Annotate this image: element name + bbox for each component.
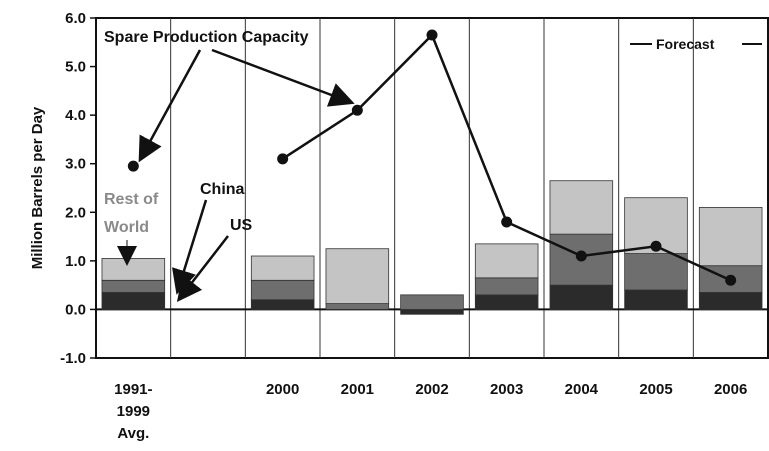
annotation-rest-line1: Rest of	[104, 191, 159, 208]
annotation-spare-capacity: Spare Production Capacity	[104, 29, 309, 46]
x-tick-label: 2001	[341, 381, 374, 398]
y-tick-label: 3.0	[65, 156, 86, 173]
bar-us	[250, 299, 315, 310]
y-tick-label: 2.0	[65, 204, 86, 221]
spare-capacity-point	[501, 216, 513, 228]
x-tick-label: 2004	[565, 381, 599, 398]
bar-rest-of-world	[698, 207, 763, 267]
x-tick-label: 2002	[415, 381, 448, 398]
y-tick-label: 0.0	[65, 301, 86, 318]
bar-rest-of-world	[474, 243, 539, 279]
spare-capacity-point	[277, 153, 289, 165]
spare-capacity-point	[575, 250, 587, 262]
x-tick-label: 2003	[490, 381, 523, 398]
y-axis-title: Million Barrels per Day	[29, 106, 46, 269]
bar-china	[101, 279, 166, 293]
annotation-us: US	[230, 217, 253, 234]
bar-us	[474, 294, 539, 310]
y-tick-label: 4.0	[65, 107, 86, 124]
spare-capacity-point	[426, 29, 438, 41]
arrow-us	[176, 235, 229, 302]
spare-capacity-point	[127, 160, 139, 172]
y-tick-label: 1.0	[65, 253, 86, 270]
x-tick-label: 2000	[266, 381, 299, 398]
spare-capacity-point	[351, 104, 363, 116]
annotation-rest-line2: World	[104, 219, 149, 236]
bar-china	[250, 279, 315, 301]
forecast-label: Forecast	[656, 36, 715, 52]
annotation-china: China	[200, 181, 245, 198]
spare-capacity-point	[650, 240, 662, 252]
y-tick-label: 5.0	[65, 59, 86, 76]
bar-us	[549, 284, 614, 310]
bar-us	[101, 292, 166, 310]
bar-rest-of-world	[549, 180, 614, 235]
bar-us	[400, 309, 464, 315]
y-tick-label: 6.0	[65, 10, 86, 27]
bar-china	[624, 253, 688, 291]
y-tick-label: -1.0	[60, 350, 86, 367]
spare-capacity-point	[725, 274, 737, 286]
x-tick-label: 1991-1999 Avg.	[114, 381, 152, 442]
bar-rest-of-world	[101, 258, 166, 281]
bar-china	[325, 303, 390, 310]
bar-china	[400, 294, 464, 310]
bar-rest-of-world	[250, 255, 315, 281]
arrow-spare-2	[211, 48, 355, 107]
bar-china	[474, 277, 539, 296]
bar-rest-of-world	[325, 248, 390, 304]
arrow-spare-1	[138, 49, 202, 163]
bar-us	[698, 292, 763, 310]
x-tick-label: 2005	[639, 381, 672, 398]
x-tick-label: 2006	[714, 381, 747, 398]
bar-us	[624, 289, 688, 310]
